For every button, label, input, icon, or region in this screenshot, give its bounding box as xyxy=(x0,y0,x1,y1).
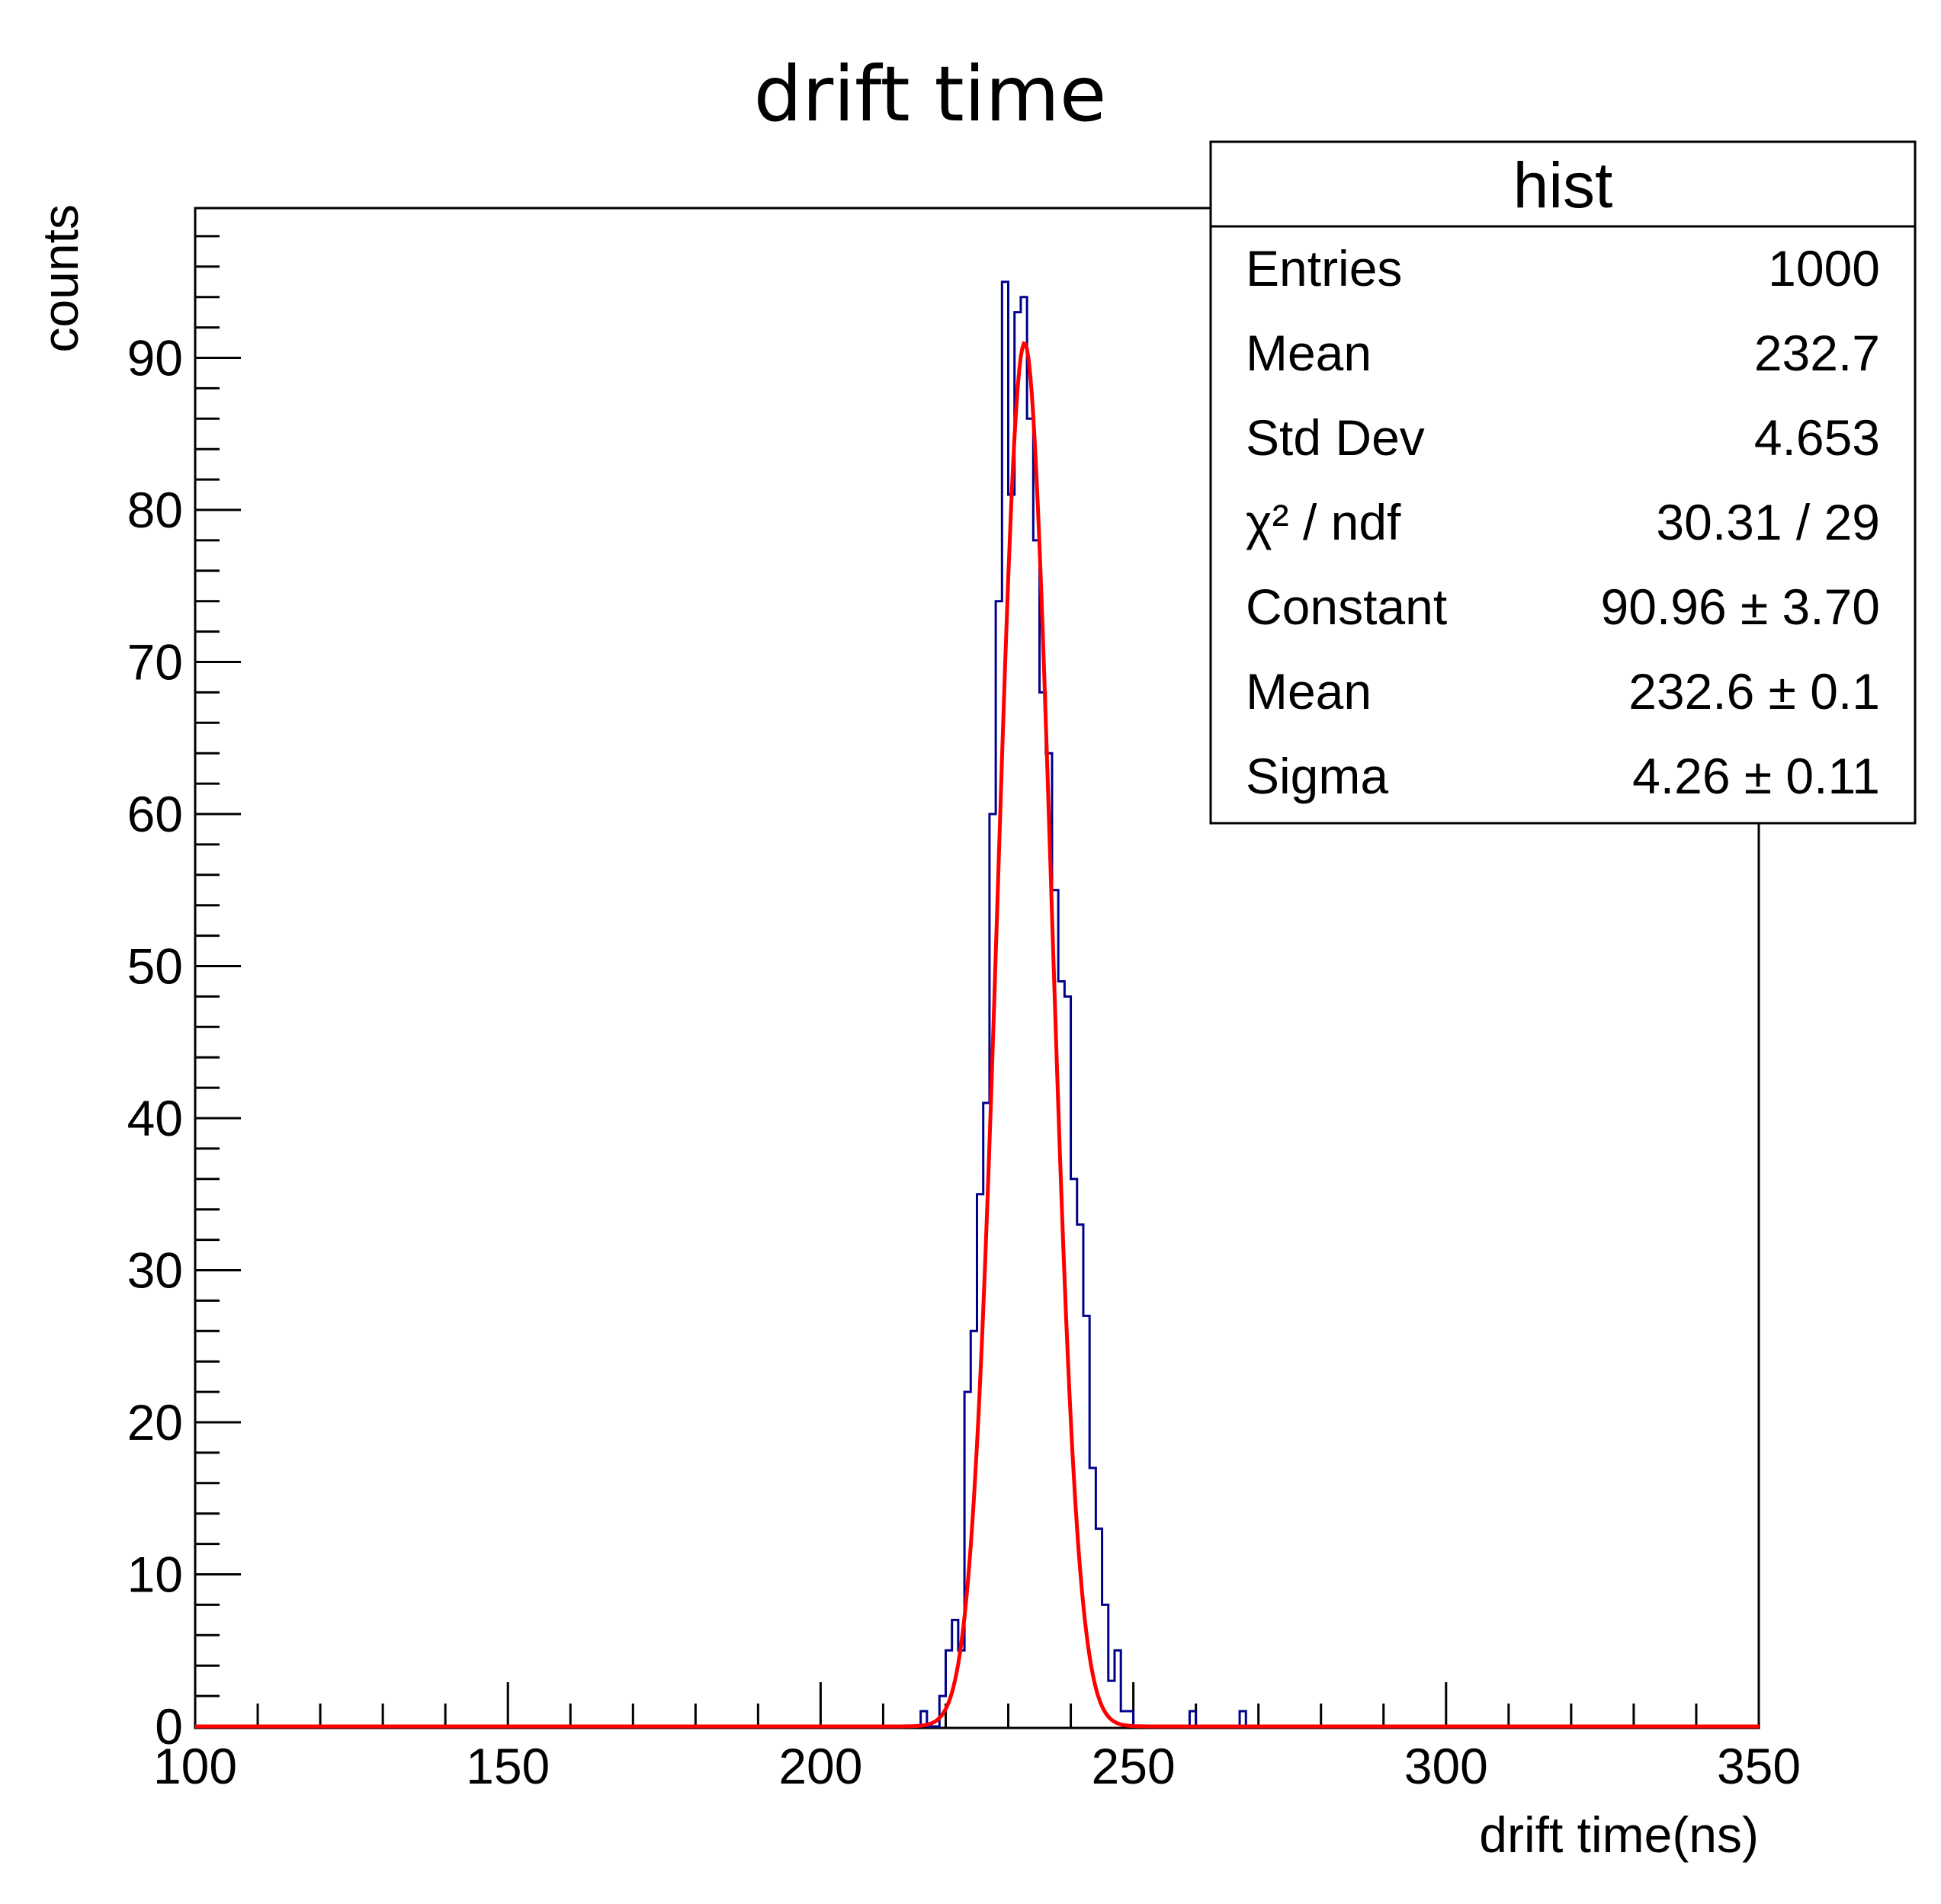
y-axis-tick-labels: 0 10 20 30 40 50 60 70 80 90 xyxy=(127,330,183,1755)
x-axis-tick-labels: 100 150 200 250 300 350 xyxy=(153,1738,1801,1794)
y-axis-ticks xyxy=(195,235,241,1728)
stats-row-label: Constant xyxy=(1246,579,1447,635)
plot-frame xyxy=(194,207,1760,1729)
y-tick-label: 30 xyxy=(127,1242,183,1299)
x-tick-label: 200 xyxy=(778,1738,862,1794)
histogram-bin xyxy=(1040,692,1046,1726)
gaussian-fit-curve xyxy=(195,341,1759,1729)
y-tick-label: 0 xyxy=(155,1698,183,1755)
y-tick-label: 40 xyxy=(127,1090,183,1146)
x-tick-label: 300 xyxy=(1404,1738,1488,1794)
chart-title: drift time xyxy=(754,50,1107,139)
stats-box-frame xyxy=(1209,140,1917,825)
histogram-bin xyxy=(1009,495,1015,1726)
histogram-bin xyxy=(1021,297,1027,1726)
x-tick-label: 100 xyxy=(153,1738,237,1794)
histogram-bins xyxy=(921,282,1246,1726)
y-tick-label: 50 xyxy=(127,938,183,995)
x-axis-ticks xyxy=(194,1682,1760,1728)
stats-row-label: Mean xyxy=(1246,663,1372,720)
y-tick-label: 20 xyxy=(127,1394,183,1450)
y-axis-label: counts xyxy=(32,204,88,352)
stats-row-value: 30.31 / 29 xyxy=(1656,494,1880,550)
stats-row-label: Std Dev xyxy=(1246,409,1425,466)
stats-box-title: hist xyxy=(1513,149,1613,221)
stats-box: hist Entries 1000 Mean 232.7 Std Dev 4.653 χ² … xyxy=(1209,140,1917,825)
histogram-bin xyxy=(1015,313,1021,1726)
stats-row-value: 232.6 ± 0.1 xyxy=(1628,663,1880,720)
stats-row-value: 4.653 xyxy=(1754,409,1880,466)
stats-row-label: Entries xyxy=(1246,240,1402,296)
stats-box-rows: Entries 1000 Mean 232.7 Std Dev 4.653 χ² / ndf… xyxy=(1246,240,1880,804)
stats-row-value: 90.96 ± 3.70 xyxy=(1600,579,1880,635)
y-tick-label: 70 xyxy=(127,634,183,691)
stats-row-label: Mean xyxy=(1246,325,1372,381)
x-tick-label: 250 xyxy=(1092,1738,1176,1794)
y-tick-label: 60 xyxy=(127,786,183,842)
y-tick-label: 90 xyxy=(127,330,183,386)
x-tick-label: 150 xyxy=(466,1738,550,1794)
stats-row-label: χ² / ndf xyxy=(1246,494,1401,550)
stats-row-label: Sigma xyxy=(1246,748,1388,804)
y-tick-label: 80 xyxy=(127,482,183,538)
histogram-bin xyxy=(1027,418,1033,1726)
histogram-bin xyxy=(1033,540,1039,1726)
x-axis-label: drift time(ns) xyxy=(1479,1806,1759,1863)
stats-row-value: 4.26 ± 0.11 xyxy=(1632,748,1880,804)
stats-row-value: 1000 xyxy=(1768,240,1880,296)
y-tick-label: 10 xyxy=(127,1547,183,1603)
x-tick-label: 350 xyxy=(1717,1738,1801,1794)
stats-row-value: 232.7 xyxy=(1754,325,1880,381)
